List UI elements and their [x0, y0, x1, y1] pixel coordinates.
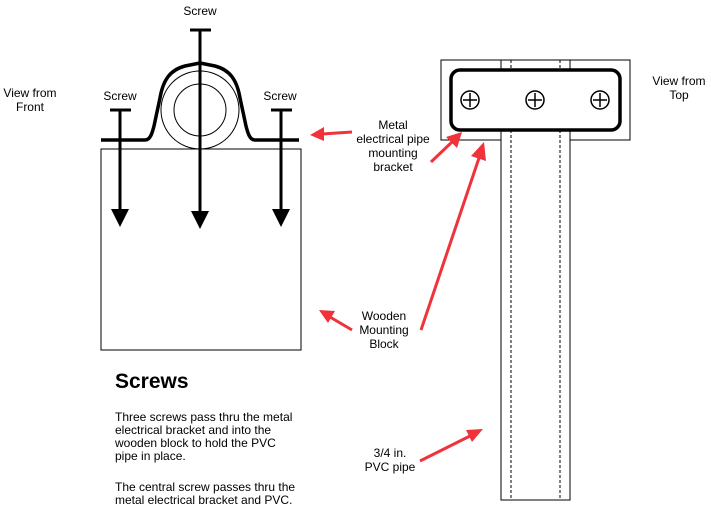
screw-left-shape: [110, 108, 131, 227]
arrow-block-top: [419, 142, 486, 331]
arrow-bracket-front: [310, 127, 353, 141]
notes-heading: Screws: [115, 370, 189, 393]
label-view-from-front: View from Front: [3, 86, 57, 114]
arrow-pvc: [419, 429, 483, 463]
label-wooden-block: Wooden Mounting Block: [359, 309, 409, 351]
label-screw-right: Screw: [263, 89, 297, 103]
arrow-block-front: [319, 310, 353, 332]
screw-right-shape: [271, 108, 292, 227]
notes-paragraph-1: Three screws pass thru the metal electri…: [115, 410, 293, 463]
label-metal-bracket: Metal electrical pipe mounting bracket: [356, 118, 430, 174]
screw-head-right-icon: [590, 90, 610, 110]
label-view-from-top: View from Top: [652, 74, 706, 102]
label-screw-top: Screw: [183, 4, 217, 18]
screw-top-shape: [190, 28, 211, 229]
pvc-pipe-top: [500, 59, 571, 501]
screw-head-left-icon: [460, 90, 480, 110]
screw-head-center-icon: [525, 90, 545, 110]
label-pvc-pipe: 3/4 in. PVC pipe: [364, 446, 416, 474]
label-screw-left: Screw: [103, 89, 137, 103]
notes-paragraph-2: The central screw passes thru the metal …: [115, 480, 296, 507]
arrow-bracket-top: [429, 132, 462, 164]
